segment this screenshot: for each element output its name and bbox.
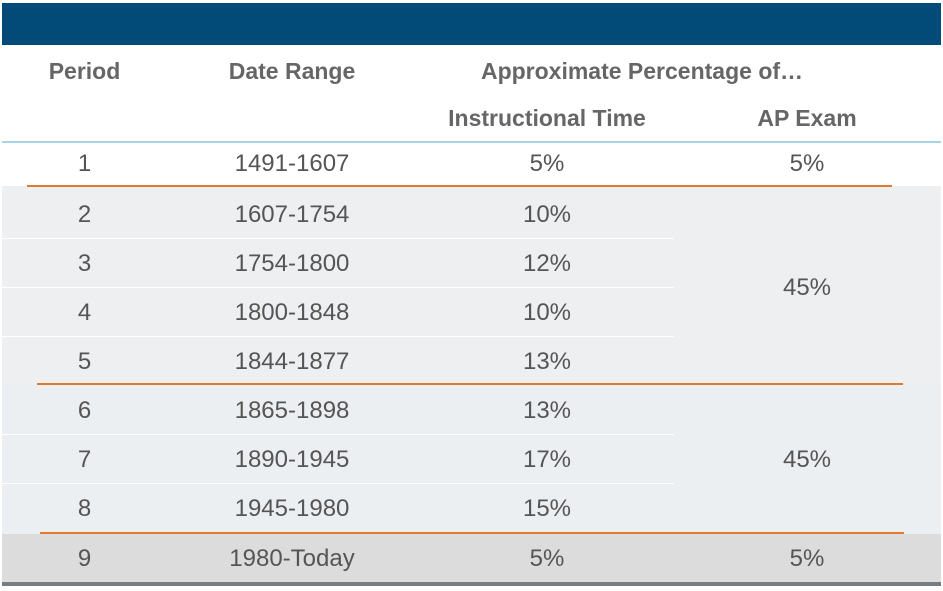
period-cell: 2 — [77, 201, 92, 228]
instructional-time-cell: 10% — [522, 201, 572, 228]
period-cell: 1 — [77, 150, 92, 177]
period-cell: 6 — [77, 397, 92, 424]
period-table: Period Date Range Approximate Percentage… — [2, 45, 941, 591]
date-range-cell: 1800-1848 — [234, 299, 350, 326]
group-separator — [27, 185, 892, 187]
ap-exam-cell: 5% — [789, 544, 825, 572]
date-range-cell: 1491-1607 — [234, 150, 350, 177]
date-range-cell: 1945-1980 — [234, 495, 350, 522]
row-bg-group-1 — [2, 143, 941, 186]
ap-exam-cell: 5% — [789, 150, 825, 177]
date-range-cell: 1865-1898 — [234, 397, 350, 424]
period-cell: 9 — [77, 544, 92, 572]
instructional-time-cell: 5% — [529, 150, 565, 177]
instructional-time-cell: 5% — [529, 544, 565, 572]
group-separator — [37, 383, 903, 385]
period-cell: 5 — [77, 348, 92, 375]
title-bar — [2, 3, 941, 45]
header-rule — [2, 141, 941, 143]
header-approximate-percentage: Approximate Percentage of… — [480, 57, 804, 84]
period-cell: 3 — [77, 250, 92, 277]
row-bg-group-4 — [2, 534, 941, 582]
ap-exam-cell: 45% — [782, 446, 832, 473]
row-divider — [2, 434, 674, 435]
header-period: Period — [48, 57, 121, 84]
group-separator — [40, 532, 904, 534]
instructional-time-cell: 15% — [522, 495, 572, 522]
instructional-time-cell: 10% — [522, 299, 572, 326]
header-date-range: Date Range — [228, 57, 356, 84]
header-ap-exam: AP Exam — [757, 104, 857, 131]
table-bottom-border — [2, 582, 941, 586]
instructional-time-cell: 12% — [522, 250, 572, 277]
date-range-cell: 1754-1800 — [234, 250, 350, 277]
period-cell: 8 — [77, 495, 92, 522]
ap-exam-cell: 45% — [782, 273, 832, 301]
period-cell: 7 — [77, 446, 92, 473]
period-cell: 4 — [77, 299, 92, 326]
date-range-cell: 1980-Today — [229, 544, 355, 572]
instructional-time-cell: 13% — [522, 397, 572, 424]
row-divider — [2, 238, 674, 239]
instructional-time-cell: 17% — [522, 446, 572, 473]
row-divider — [2, 336, 674, 337]
date-range-cell: 1844-1877 — [234, 348, 350, 375]
date-range-cell: 1890-1945 — [234, 446, 350, 473]
instructional-time-cell: 13% — [522, 348, 572, 375]
row-divider — [2, 287, 674, 288]
row-bg-group-2 — [2, 186, 941, 384]
row-divider — [2, 483, 674, 484]
header-instructional-time: Instructional Time — [448, 104, 646, 131]
row-bg-group-3 — [2, 384, 941, 534]
date-range-cell: 1607-1754 — [234, 201, 350, 228]
